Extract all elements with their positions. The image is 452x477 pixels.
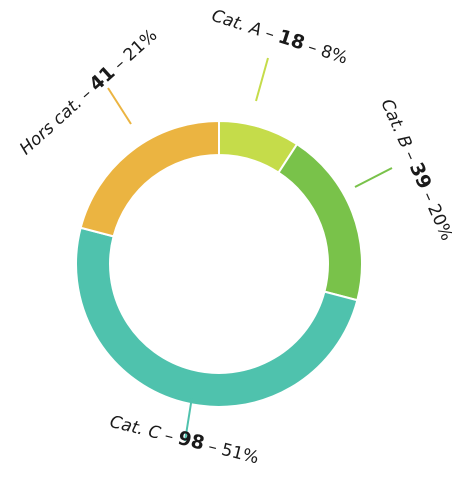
leader-line [255, 57, 269, 102]
percent-label: 8% [318, 41, 350, 68]
leader-line [107, 87, 132, 125]
category-name: Cat. C [108, 412, 163, 444]
separator: – [263, 23, 277, 45]
donut-segment [75, 226, 359, 408]
category-name: Hors cat. [16, 93, 86, 159]
separator: – [399, 148, 421, 164]
segment-label: Cat. C–98–51% [108, 410, 262, 468]
segment-label: Cat. A–18–8% [209, 4, 351, 69]
percent-label: 20% [423, 201, 452, 244]
separator: – [206, 437, 219, 458]
segment-label: Hors cat.–41–21% [15, 24, 162, 159]
value-label: 39 [405, 159, 436, 192]
value-label: 98 [176, 427, 207, 455]
value-label: 18 [275, 26, 307, 55]
value-label: 41 [85, 62, 119, 96]
percent-label: 51% [219, 440, 261, 469]
separator: – [163, 426, 176, 447]
category-name: Cat. B [376, 96, 415, 151]
donut-segment [277, 142, 363, 302]
leader-line [354, 167, 393, 188]
percent-label: 21% [120, 25, 161, 65]
category-name: Cat. A [209, 6, 264, 41]
donut-segment [79, 119, 220, 238]
separator: – [418, 189, 440, 205]
leader-line [184, 396, 193, 442]
separator: – [305, 37, 319, 59]
